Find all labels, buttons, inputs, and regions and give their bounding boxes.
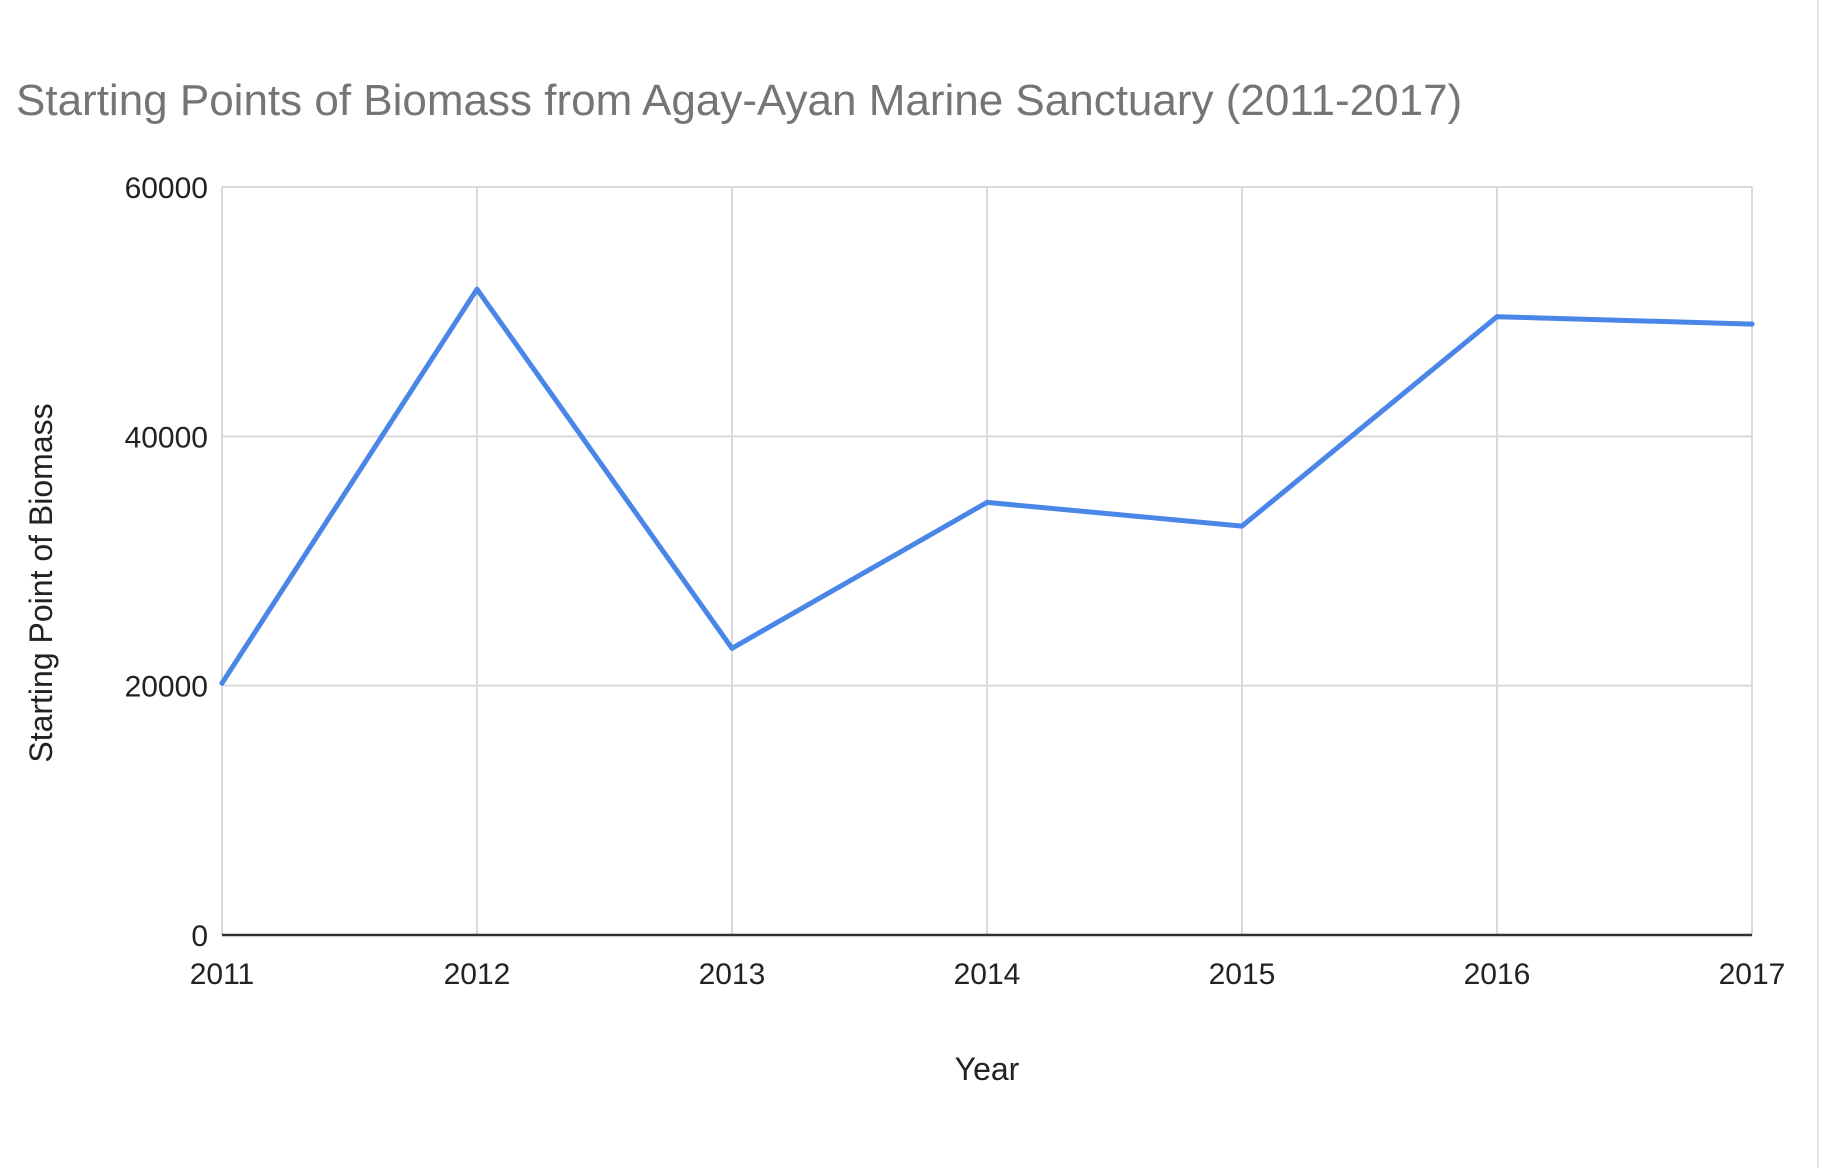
data-point bbox=[1239, 523, 1245, 529]
chart-title: Starting Points of Biomass from Agay-Aya… bbox=[16, 76, 1462, 125]
panel-edge bbox=[1817, 0, 1819, 1168]
y-tick-label: 20000 bbox=[125, 671, 208, 704]
x-tick-label: 2015 bbox=[1209, 958, 1276, 991]
x-tick-label: 2014 bbox=[954, 958, 1021, 991]
x-tick-label: 2011 bbox=[190, 958, 255, 991]
x-axis-title: Year bbox=[955, 1051, 1020, 1087]
tick-labels: 0 20000 40000 60000 2011 2012 2013 2014 2015 2016… bbox=[125, 172, 1786, 991]
data-point bbox=[1494, 314, 1500, 320]
y-tick-label: 40000 bbox=[125, 421, 208, 454]
data-point bbox=[984, 499, 990, 505]
data-point bbox=[219, 680, 225, 686]
series-layer bbox=[219, 286, 1755, 686]
x-tick-label: 2012 bbox=[444, 958, 511, 991]
gridlines bbox=[221, 186, 1753, 935]
x-tick-label: 2016 bbox=[1464, 958, 1531, 991]
data-point bbox=[729, 645, 735, 651]
y-tick-label: 0 bbox=[191, 920, 208, 953]
y-axis-title: Starting Point of Biomass bbox=[23, 403, 59, 762]
x-tick-label: 2017 bbox=[1719, 958, 1786, 991]
y-tick-label: 60000 bbox=[125, 172, 208, 205]
data-point bbox=[474, 286, 480, 292]
data-point bbox=[1749, 321, 1755, 327]
x-tick-label: 2013 bbox=[699, 958, 766, 991]
